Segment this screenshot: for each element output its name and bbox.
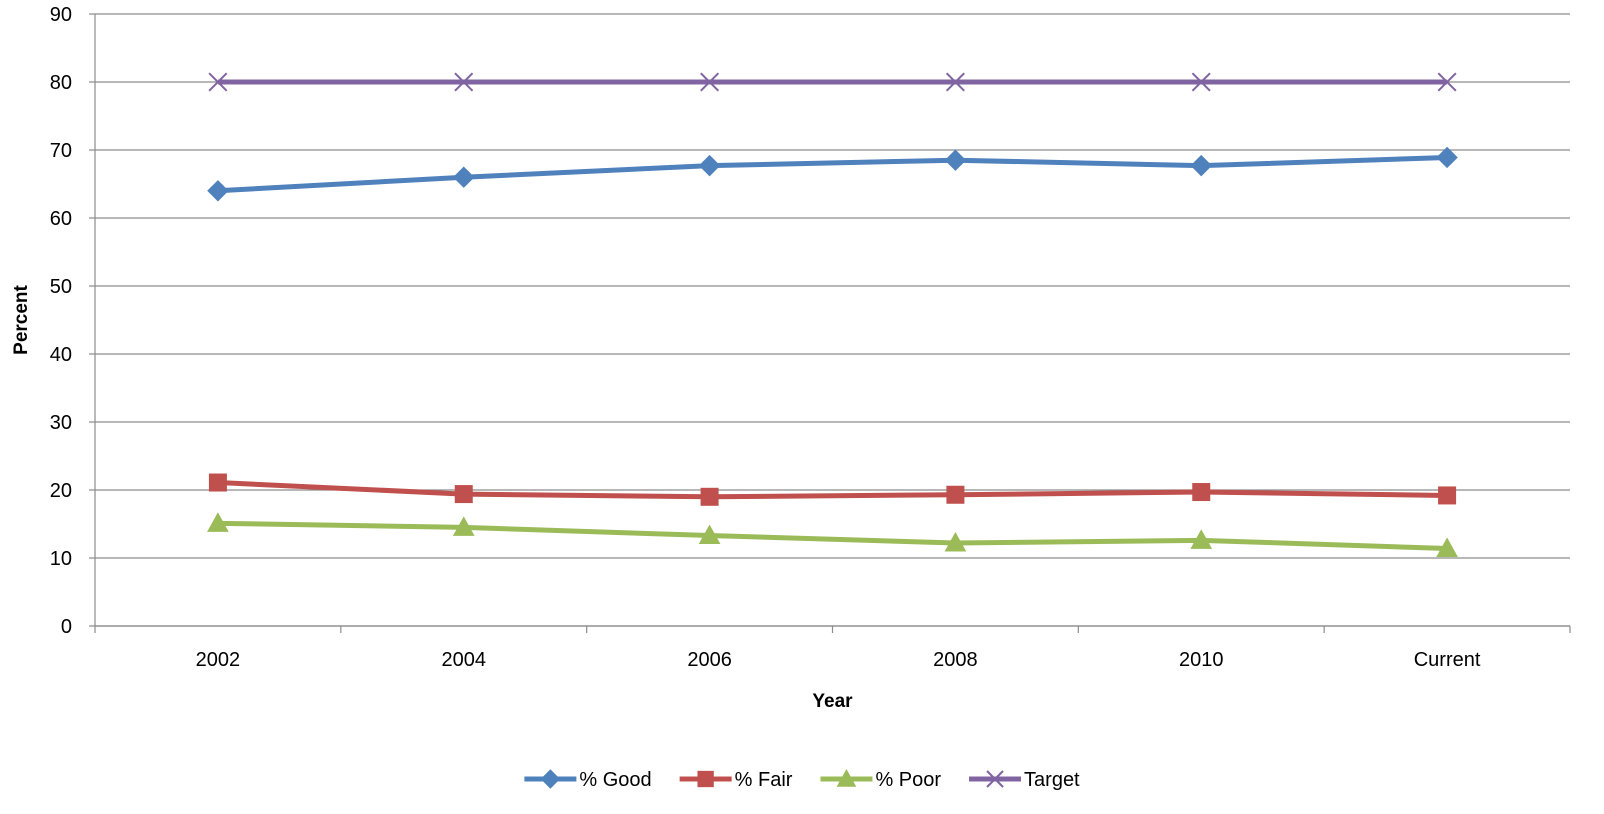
data-point-fair — [1192, 483, 1211, 502]
y-tick-label: 40 — [50, 344, 72, 366]
data-point-poor — [1190, 529, 1213, 549]
legend-marker — [697, 770, 714, 788]
data-point-fair — [454, 485, 473, 504]
series-poor — [207, 512, 1458, 557]
y-tick-label: 70 — [50, 140, 72, 162]
x-tick-label: 2006 — [687, 649, 732, 671]
series-line-fair — [217, 480, 1448, 500]
data-point-poor — [452, 516, 475, 536]
data-point-fair — [1438, 486, 1457, 505]
y-tick-label: 80 — [50, 72, 72, 94]
data-point-good — [207, 180, 229, 202]
data-point-good — [1190, 154, 1212, 177]
y-tick-label: 50 — [50, 276, 72, 298]
y-tick-label: 10 — [50, 548, 72, 570]
data-point-good — [698, 154, 721, 177]
x-axis: 2002 2004 2006 2008 2010 Current — [94, 625, 1571, 671]
x-tick-label: 2008 — [933, 649, 978, 671]
series-good — [207, 146, 1458, 202]
data-point-poor — [207, 512, 229, 532]
y-tick-label: 30 — [50, 412, 72, 434]
x-axis-title: Year — [812, 691, 853, 712]
data-point-good — [1436, 146, 1458, 169]
data-point-fair — [700, 487, 719, 506]
data-point-good — [453, 166, 475, 188]
data-point-target — [1191, 72, 1211, 92]
legend-label: % Good — [579, 769, 651, 791]
data-point-poor — [944, 532, 967, 552]
x-tick-label: 2004 — [442, 649, 487, 671]
legend-marker — [836, 768, 857, 787]
legend-label: % Fair — [735, 769, 793, 791]
y-tick-label: 60 — [50, 208, 72, 230]
legend: % Good % Fair % Poor Target — [524, 768, 1080, 791]
gridlines — [95, 13, 1570, 627]
data-point-target — [454, 72, 474, 92]
legend-item-poor: % Poor — [820, 768, 941, 791]
x-tick-label: 2010 — [1179, 649, 1224, 671]
data-point-target — [1437, 72, 1457, 92]
y-tick-label: 0 — [61, 616, 72, 638]
legend-item-target: Target — [969, 769, 1080, 791]
series-group — [207, 72, 1458, 557]
data-point-fair — [946, 485, 965, 504]
data-point-target — [208, 72, 228, 92]
series-fair — [208, 473, 1457, 506]
legend-label: Target — [1024, 769, 1080, 791]
y-axis-title: Percent — [11, 284, 32, 354]
series-line-poor — [217, 520, 1448, 551]
data-point-target — [945, 72, 965, 92]
legend-item-fair: % Fair — [679, 769, 793, 791]
data-point-poor — [1436, 537, 1458, 557]
data-point-fair — [208, 473, 227, 492]
legend-marker — [986, 770, 1004, 788]
legend-item-good: % Good — [524, 769, 652, 791]
x-tick-label: 2002 — [196, 649, 241, 671]
series-target — [208, 72, 1457, 92]
data-point-target — [700, 72, 720, 92]
legend-marker — [540, 769, 561, 789]
data-point-good — [944, 149, 967, 171]
data-point-poor — [698, 524, 721, 545]
y-axis: 0 10 20 30 40 50 60 70 80 90 — [50, 4, 96, 638]
y-tick-label: 90 — [50, 4, 72, 26]
legend-label: % Poor — [875, 769, 941, 791]
series-line-good — [217, 154, 1448, 194]
y-tick-label: 20 — [50, 480, 72, 502]
x-tick-label: Current — [1414, 649, 1481, 671]
